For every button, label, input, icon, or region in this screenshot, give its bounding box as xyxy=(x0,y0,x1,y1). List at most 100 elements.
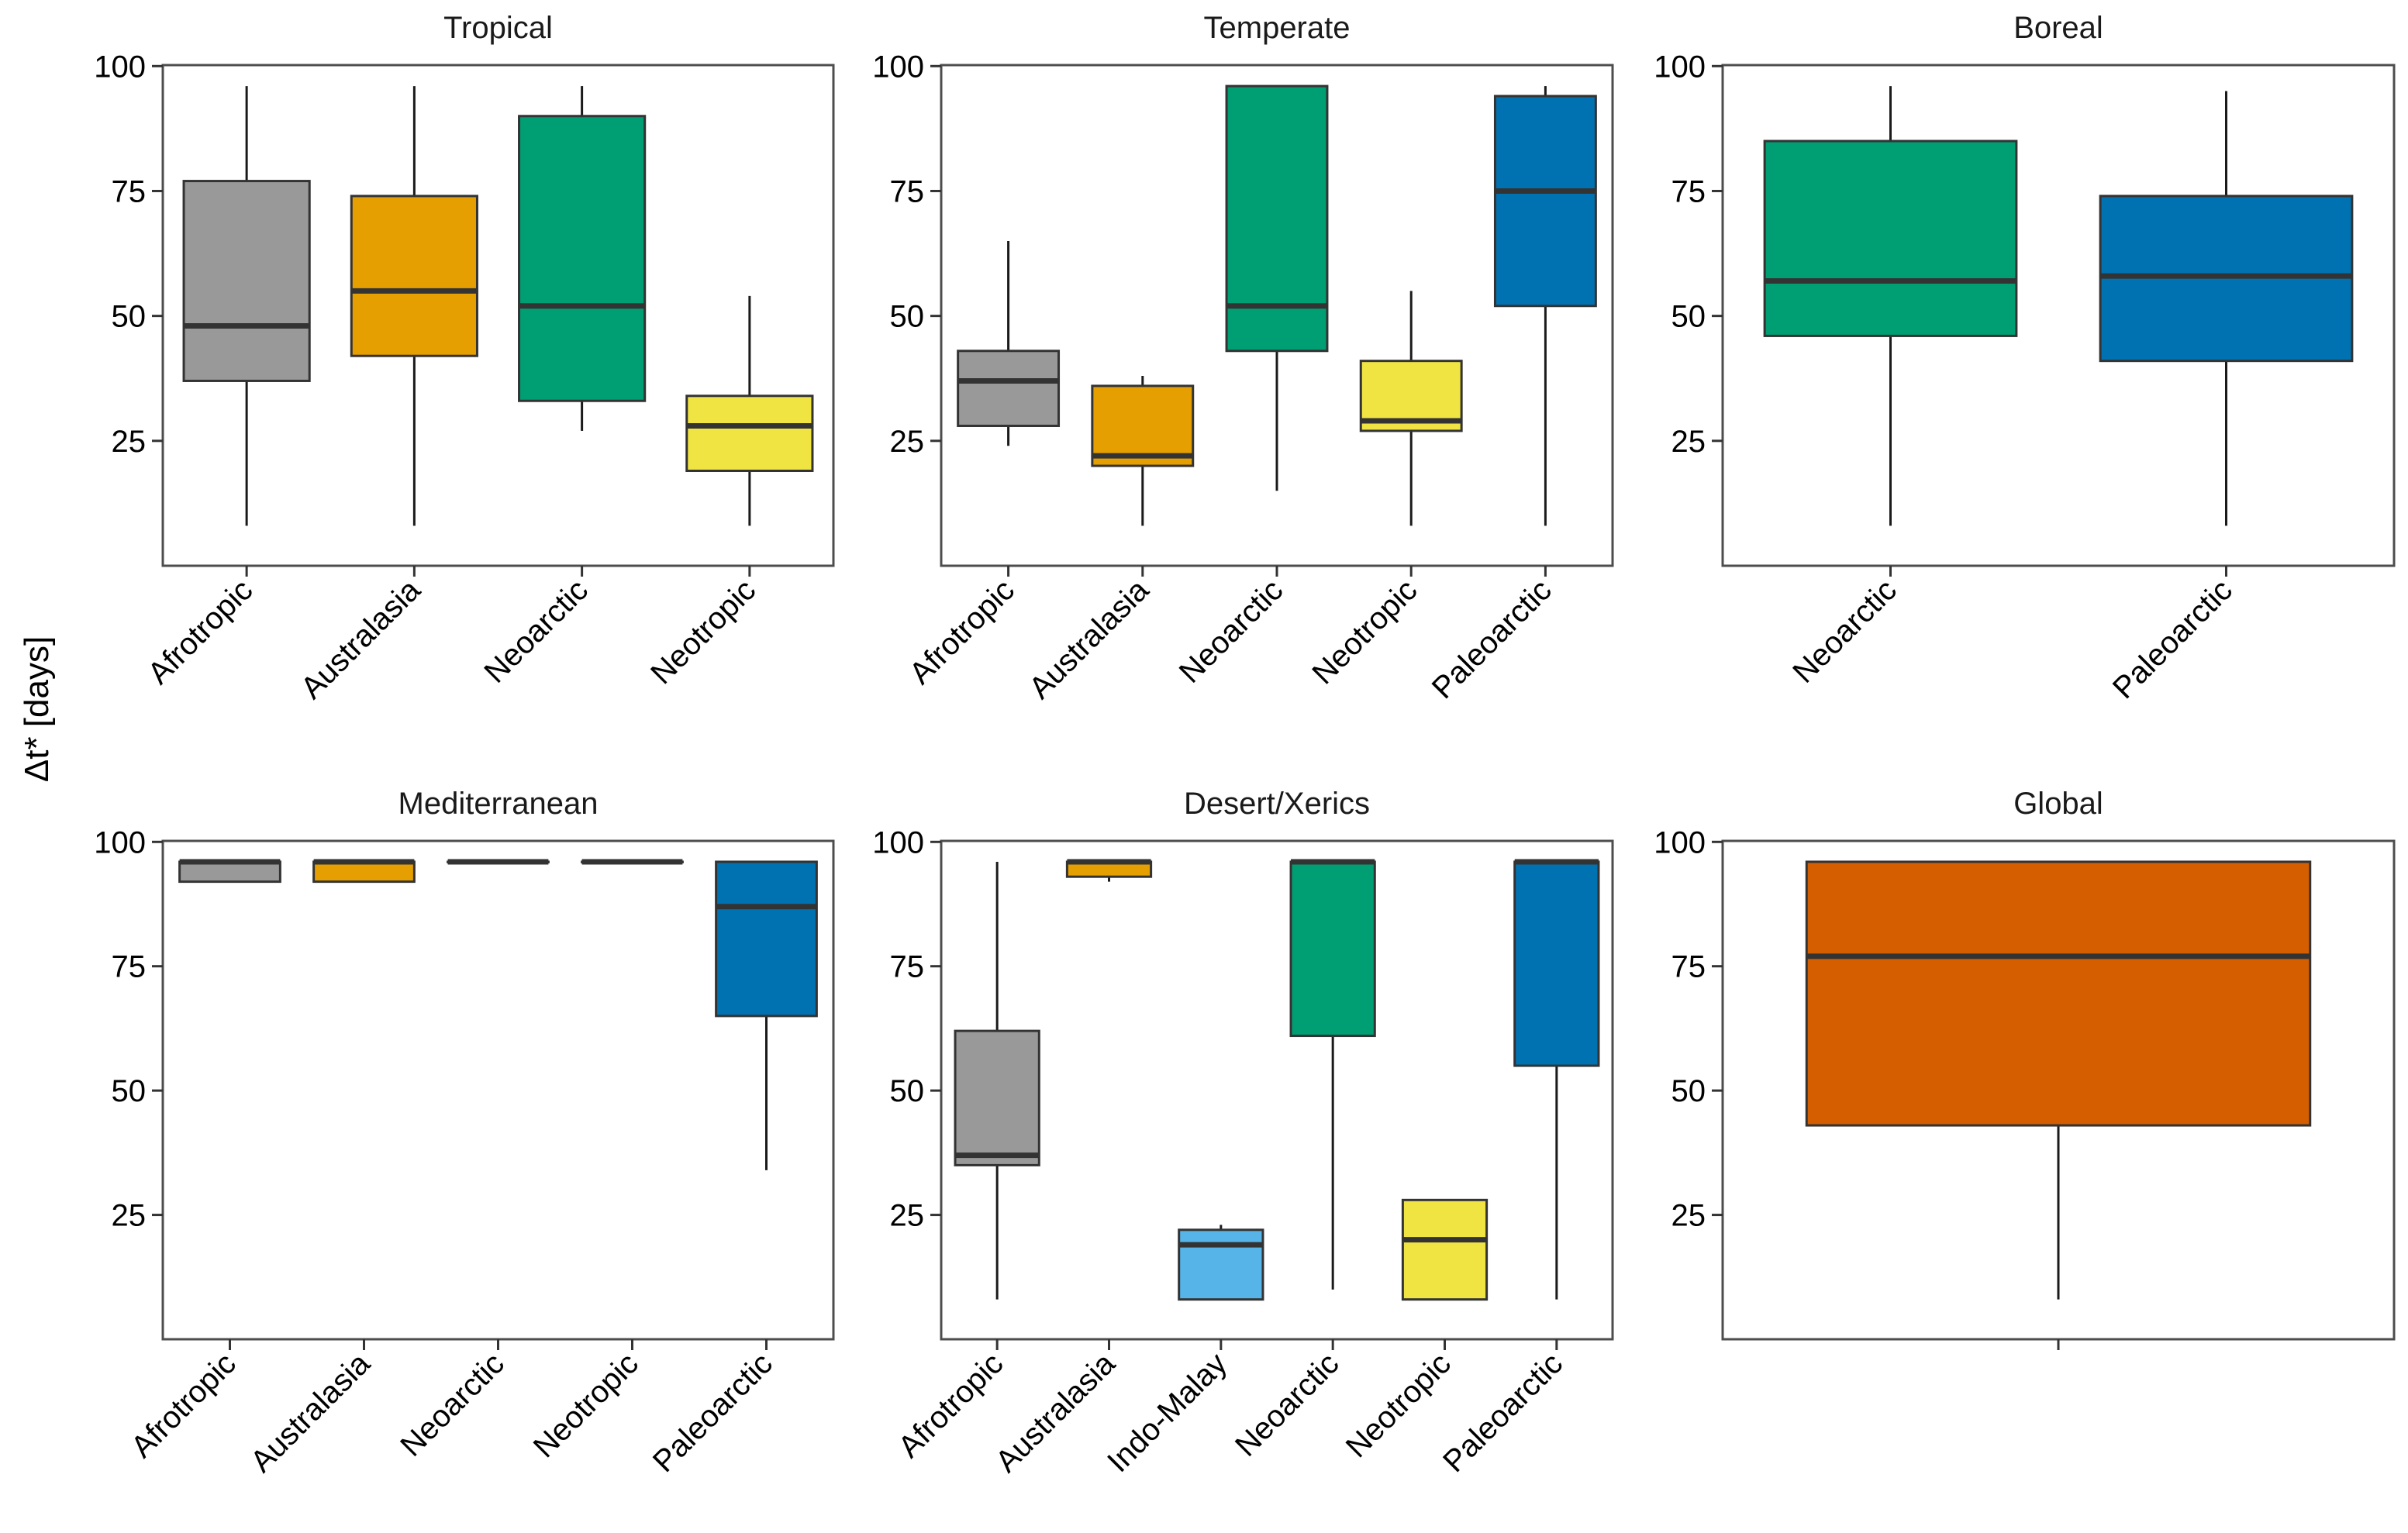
y-tick-label: 50 xyxy=(1671,300,1706,334)
box-neotropic xyxy=(581,859,684,865)
y-tick-label: 75 xyxy=(112,174,147,208)
y-tick-label: 75 xyxy=(1671,174,1706,208)
y-axis-label: Δt* [days] xyxy=(18,636,56,782)
box-afrotropic xyxy=(954,861,1040,1300)
box-neoarctic xyxy=(1763,86,2018,526)
box-neoarctic xyxy=(518,86,647,431)
x-tick-label: Neoarctic xyxy=(1229,1346,1346,1463)
x-tick-label: Neoarctic xyxy=(478,573,595,690)
box-afrotropic xyxy=(182,86,311,526)
box-body xyxy=(1225,84,1329,353)
y-tick-label: 50 xyxy=(890,300,925,334)
box-australasia xyxy=(312,859,416,884)
x-tick-label: Neoarctic xyxy=(1786,573,1903,690)
box-paleoarctic xyxy=(1513,859,1600,1300)
x-tick-label: Neoarctic xyxy=(394,1346,511,1463)
y-tick-label: 50 xyxy=(1671,1074,1706,1108)
panel-title: Tropical xyxy=(443,11,553,45)
panel-title: Desert/Xerics xyxy=(1184,787,1370,821)
panel-border xyxy=(940,839,1614,1341)
y-tick-label: 100 xyxy=(1654,50,1706,84)
box-body xyxy=(182,180,311,382)
x-tick-label: Neotropic xyxy=(644,573,762,691)
box-indo-malay xyxy=(1178,1225,1264,1301)
box-body xyxy=(685,394,814,473)
panel-title: Boreal xyxy=(2013,11,2103,45)
x-tick-label: Australasia xyxy=(989,1346,1123,1480)
box-afrotropic xyxy=(178,859,281,884)
box-paleoarctic xyxy=(2099,91,2354,526)
x-tick-label: Neotropic xyxy=(1306,573,1423,691)
box-global xyxy=(1805,860,2312,1300)
box-paleoarctic xyxy=(715,860,818,1170)
box-neotropic xyxy=(1359,291,1463,526)
y-tick-label: 25 xyxy=(1671,425,1706,459)
box-body xyxy=(1763,140,2018,337)
box-body xyxy=(350,195,478,357)
x-tick-label: Neotropic xyxy=(1340,1346,1458,1464)
panel-tropical: Tropical 25 50 75 100 Afrotropic Australasia Ne… xyxy=(94,11,835,706)
box-body xyxy=(312,860,416,884)
box-body xyxy=(957,350,1061,427)
box-neoarctic xyxy=(1225,84,1329,491)
box-body xyxy=(1805,860,2312,1127)
box-neoarctic xyxy=(447,859,550,865)
x-tick-label: Afrotropic xyxy=(141,573,259,691)
panel-mediterranean: Mediterranean 25 50 75 100 Afrotropic Australa… xyxy=(94,787,835,1480)
box-australasia xyxy=(1065,859,1153,882)
x-tick-label: Neotropic xyxy=(527,1346,645,1464)
box-body xyxy=(178,860,281,884)
y-tick-label: 50 xyxy=(112,1074,147,1108)
box-body xyxy=(954,1029,1040,1166)
y-tick-label: 75 xyxy=(890,174,925,208)
box-body xyxy=(1091,384,1195,467)
panel-title: Global xyxy=(2013,787,2103,821)
y-tick-label: 50 xyxy=(112,300,147,334)
y-tick-label: 75 xyxy=(112,950,147,984)
y-tick-label: 25 xyxy=(112,425,147,459)
x-tick-label: Paleoarctic xyxy=(2106,573,2239,705)
y-tick-label: 75 xyxy=(890,950,925,984)
panel-title: Mediterranean xyxy=(398,787,599,821)
box-body xyxy=(1289,860,1376,1038)
x-tick-label: Australasia xyxy=(244,1346,378,1480)
y-tick-label: 75 xyxy=(1671,950,1706,984)
box-body xyxy=(1513,860,1600,1067)
panel-global: Global 25 50 75 100 xyxy=(1654,787,2396,1350)
x-tick-label: Afrotropic xyxy=(903,573,1021,691)
y-tick-label: 100 xyxy=(872,825,924,860)
box-australasia xyxy=(1091,376,1195,526)
x-tick-label: Indo-Malay xyxy=(1101,1346,1233,1479)
box-body xyxy=(1401,1198,1489,1301)
x-tick-label: Afrotropic xyxy=(125,1346,243,1464)
y-tick-label: 25 xyxy=(890,1199,925,1233)
box-neotropic xyxy=(1401,1198,1489,1301)
x-tick-label: Neoarctic xyxy=(1173,573,1290,690)
y-tick-label: 100 xyxy=(94,50,146,84)
y-tick-label: 25 xyxy=(1671,1199,1706,1233)
y-tick-label: 100 xyxy=(94,825,146,860)
x-tick-label: Australasia xyxy=(295,573,428,706)
box-paleoarctic xyxy=(1493,86,1597,526)
x-tick-label: Paleoarctic xyxy=(647,1346,779,1479)
y-tick-label: 100 xyxy=(872,50,924,84)
panel-boreal: Boreal 25 50 75 100 Neoarctic Paleoarctic xyxy=(1654,11,2396,705)
box-body xyxy=(715,860,818,1018)
x-tick-label: Paleoarctic xyxy=(1437,1346,1569,1479)
panel-desert-xerics: Desert/Xerics 25 50 75 100 AfrotropicAustrala… xyxy=(872,787,1614,1480)
box-body xyxy=(1493,95,1597,308)
x-tick-label: Paleoarctic xyxy=(1426,573,1558,705)
x-tick-label: Afrotropic xyxy=(892,1346,1009,1464)
box-body xyxy=(1178,1228,1264,1301)
y-tick-label: 25 xyxy=(112,1199,147,1233)
y-tick-label: 50 xyxy=(890,1074,925,1108)
x-tick-label: Australasia xyxy=(1023,573,1156,706)
panel-title: Temperate xyxy=(1204,11,1351,45)
box-neoarctic xyxy=(1289,859,1376,1290)
box-neotropic xyxy=(685,295,814,526)
box-body xyxy=(518,115,647,402)
y-tick-label: 100 xyxy=(1654,825,1706,860)
y-tick-label: 25 xyxy=(890,425,925,459)
